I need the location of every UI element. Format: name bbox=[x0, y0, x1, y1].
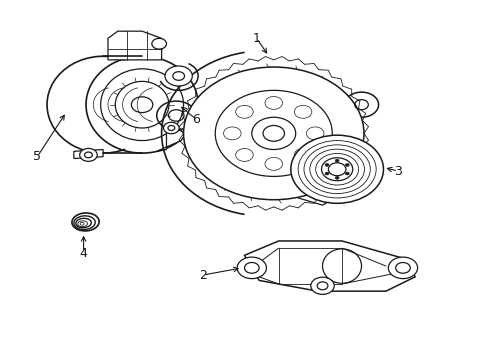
Text: 6: 6 bbox=[191, 113, 199, 126]
Text: 3: 3 bbox=[393, 165, 401, 177]
Circle shape bbox=[237, 257, 266, 279]
Circle shape bbox=[334, 176, 338, 179]
Circle shape bbox=[164, 66, 192, 86]
Polygon shape bbox=[244, 241, 414, 291]
Polygon shape bbox=[108, 31, 161, 60]
Ellipse shape bbox=[72, 213, 99, 231]
Ellipse shape bbox=[74, 216, 95, 230]
Circle shape bbox=[345, 172, 348, 175]
Circle shape bbox=[325, 163, 328, 166]
Circle shape bbox=[163, 122, 179, 134]
Text: 1: 1 bbox=[252, 32, 260, 45]
Circle shape bbox=[334, 159, 338, 162]
Polygon shape bbox=[74, 149, 103, 158]
Circle shape bbox=[325, 172, 328, 175]
Polygon shape bbox=[298, 173, 351, 205]
Text: 5: 5 bbox=[33, 150, 41, 163]
Circle shape bbox=[183, 67, 363, 200]
Circle shape bbox=[290, 135, 383, 203]
Circle shape bbox=[387, 257, 417, 279]
Circle shape bbox=[310, 277, 333, 294]
Ellipse shape bbox=[76, 218, 91, 228]
Ellipse shape bbox=[86, 56, 198, 153]
Text: 4: 4 bbox=[80, 247, 87, 260]
Text: 2: 2 bbox=[199, 269, 206, 282]
Polygon shape bbox=[157, 126, 185, 151]
Circle shape bbox=[152, 39, 166, 49]
Ellipse shape bbox=[322, 249, 361, 283]
Circle shape bbox=[80, 148, 97, 161]
Circle shape bbox=[345, 163, 348, 166]
